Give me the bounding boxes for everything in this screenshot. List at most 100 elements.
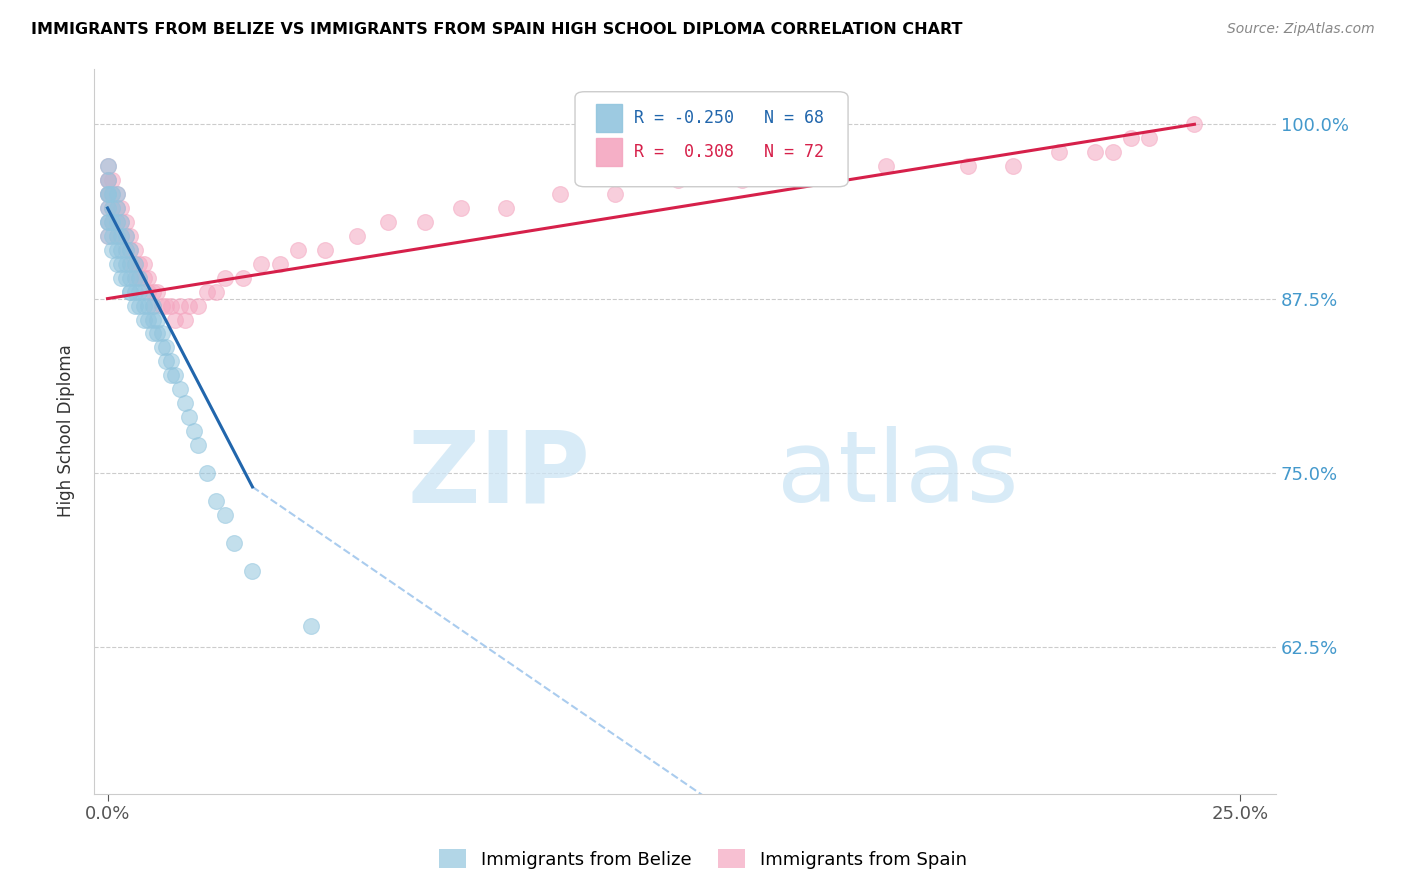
Point (96, 228, 118, 243)
Point (105, 228, 128, 243)
Point (105, 187, 128, 202)
Point (110, 215, 132, 229)
Point (187, 299, 209, 313)
Legend: Immigrants from Belize, Immigrants from Spain: Immigrants from Belize, Immigrants from … (432, 842, 974, 876)
Point (120, 257, 142, 271)
Point (803, 159, 825, 173)
Point (146, 312, 169, 326)
Point (136, 270, 159, 285)
Point (173, 396, 195, 410)
Point (173, 312, 195, 326)
Point (114, 243, 136, 257)
Point (96, 215, 118, 229)
Point (183, 424, 205, 438)
Point (346, 228, 368, 243)
Point (160, 299, 183, 313)
Point (128, 285, 150, 299)
Point (96, 159, 118, 173)
Point (1119, 131, 1142, 145)
Point (114, 215, 136, 229)
Point (110, 257, 132, 271)
Point (155, 340, 177, 354)
FancyBboxPatch shape (575, 92, 848, 186)
Point (142, 299, 165, 313)
Point (105, 257, 128, 271)
Point (96, 187, 118, 202)
Point (132, 299, 155, 313)
Point (1102, 145, 1125, 160)
Point (142, 285, 165, 299)
Point (96, 187, 118, 202)
Point (242, 564, 264, 578)
Point (96, 201, 118, 215)
Point (110, 270, 132, 285)
Point (101, 201, 124, 215)
Point (110, 215, 132, 229)
Point (124, 257, 146, 271)
Point (128, 299, 150, 313)
Point (96, 173, 118, 187)
Text: atlas: atlas (778, 426, 1018, 523)
Point (96, 187, 118, 202)
Point (224, 535, 246, 549)
Point (150, 326, 173, 341)
Point (1137, 131, 1160, 145)
Point (105, 243, 128, 257)
Point (114, 228, 136, 243)
Point (550, 187, 572, 202)
Point (165, 368, 187, 383)
Point (114, 257, 136, 271)
Point (124, 270, 146, 285)
Point (177, 410, 200, 425)
Point (120, 257, 142, 271)
Point (114, 270, 136, 285)
Point (128, 257, 150, 271)
Point (110, 201, 132, 215)
Point (450, 201, 472, 215)
Point (105, 201, 128, 215)
Point (299, 619, 322, 633)
Point (187, 438, 209, 452)
Point (956, 159, 979, 173)
Text: IMMIGRANTS FROM BELIZE VS IMMIGRANTS FROM SPAIN HIGH SCHOOL DIPLOMA CORRELATION : IMMIGRANTS FROM BELIZE VS IMMIGRANTS FRO… (31, 22, 963, 37)
Point (96, 187, 118, 202)
Point (132, 312, 155, 326)
Point (120, 285, 142, 299)
Point (110, 243, 132, 257)
Point (495, 201, 517, 215)
Point (730, 173, 752, 187)
Point (96, 215, 118, 229)
Point (120, 243, 142, 257)
Point (124, 285, 146, 299)
Point (124, 299, 146, 313)
Point (101, 215, 124, 229)
Point (146, 326, 169, 341)
Point (128, 270, 150, 285)
Point (413, 215, 436, 229)
Point (666, 173, 689, 187)
Point (101, 187, 124, 202)
Point (110, 228, 132, 243)
Point (124, 243, 146, 257)
Point (101, 201, 124, 215)
Point (132, 285, 155, 299)
Point (146, 285, 169, 299)
Point (105, 215, 128, 229)
Point (120, 228, 142, 243)
Point (105, 187, 128, 202)
Point (101, 243, 124, 257)
Point (132, 270, 155, 285)
Point (165, 312, 187, 326)
Point (128, 270, 150, 285)
Point (214, 508, 236, 522)
Point (603, 187, 626, 202)
Point (1047, 145, 1070, 160)
Point (96, 173, 118, 187)
Point (195, 285, 218, 299)
Point (177, 299, 200, 313)
Point (150, 340, 173, 354)
Point (96, 215, 118, 229)
Point (377, 215, 399, 229)
Bar (596, 104, 623, 132)
Point (232, 270, 254, 285)
